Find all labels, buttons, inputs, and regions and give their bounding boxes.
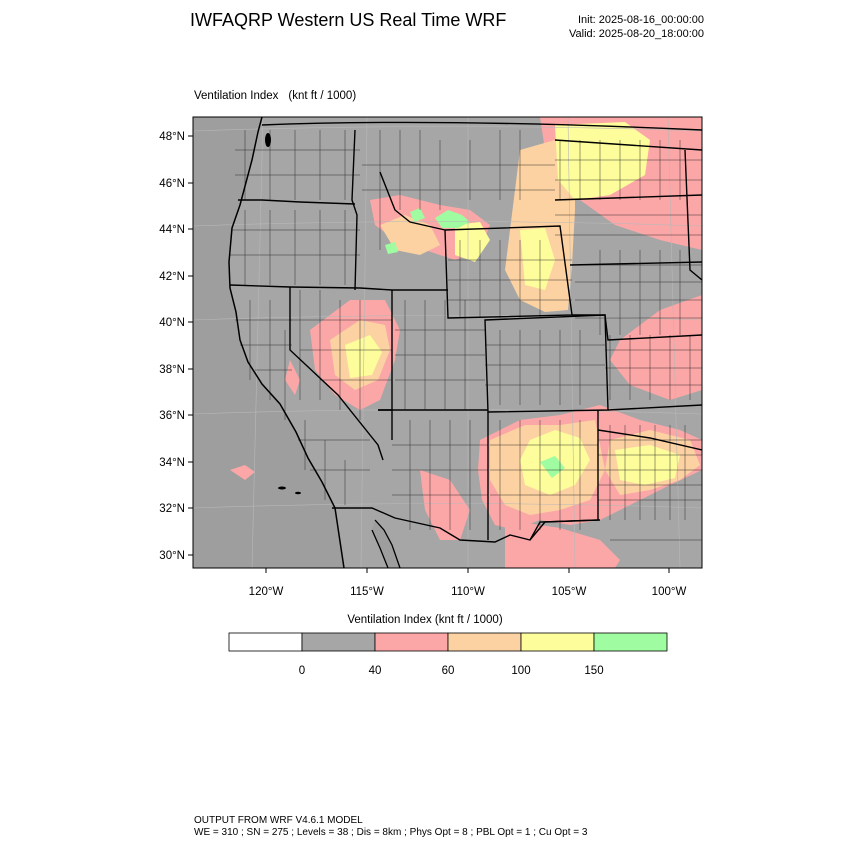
colorbar-tick-40: 40	[369, 665, 382, 677]
nevada-california	[289, 287, 384, 461]
colorbar-tick-0: 0	[299, 665, 305, 677]
lat-label-34: 34°N	[159, 457, 185, 469]
colorbar-swatch	[447, 632, 522, 652]
mexico-border	[332, 507, 601, 543]
nebraska-kansas	[572, 314, 702, 341]
lon-ticks	[265, 568, 670, 573]
lat-label-38: 38°N	[159, 364, 185, 376]
gulf-coast	[371, 519, 401, 568]
newmexico-texas	[529, 410, 599, 541]
gulf-of-california	[372, 520, 400, 568]
map-frame	[192, 116, 703, 569]
lon-label-105: 105°W	[552, 586, 587, 598]
colorbar-tick-150: 150	[584, 665, 603, 677]
oregon-south	[229, 284, 393, 291]
lon-label-110: 110°W	[451, 586, 485, 598]
footer-model-line: OUTPUT FROM WRF V4.6.1 MODEL	[194, 815, 363, 826]
colorbar: 0 40 60 100 150	[228, 632, 668, 677]
colorbar-swatch	[374, 632, 449, 652]
footer-config-line: WE = 310 ; SN = 275 ; Levels = 38 ; Dis …	[194, 827, 588, 838]
lat-label-36: 36°N	[159, 410, 185, 422]
lat-label-30: 30°N	[159, 550, 185, 562]
coastline	[228, 117, 345, 568]
lat-label-44: 44°N	[159, 224, 185, 236]
lat-label-40: 40°N	[159, 317, 185, 329]
state-borders	[229, 121, 702, 543]
valid-time: Valid: 2025-08-20_18:00:00	[569, 28, 704, 40]
dakotas	[554, 139, 702, 266]
kansas-oklahoma	[607, 404, 702, 411]
colorbar-tick-60: 60	[442, 665, 455, 677]
lon-label-120: 120°W	[249, 586, 284, 598]
washington-oregon	[238, 199, 356, 205]
lon-label-115: 115°W	[350, 586, 384, 598]
colorbar-swatch	[301, 632, 376, 652]
islands	[265, 133, 301, 495]
vent-over-150-regions	[385, 208, 565, 478]
lat-labels: 48°N 46°N 44°N 42°N 40°N 38°N 36°N 34°N …	[159, 131, 185, 562]
main-title: IWFAQRP Western US Real Time WRF	[190, 10, 507, 30]
run-info: Init: 2025-08-16_00:00:00 Valid: 2025-08…	[569, 13, 704, 41]
field-name: Ventilation Index	[194, 90, 279, 102]
model-footer: OUTPUT FROM WRF V4.6.1 MODEL WE = 310 ; …	[194, 815, 587, 839]
colorbar-swatch	[520, 632, 595, 652]
lat-ticks	[188, 135, 193, 556]
field-units: (knt ft / 1000)	[288, 90, 357, 102]
canada-border	[261, 121, 702, 131]
map-plot-area	[193, 117, 702, 568]
init-time: Init: 2025-08-16_00:00:00	[578, 14, 704, 26]
oklahoma-texas	[597, 429, 702, 451]
minnesota-iowa	[684, 149, 702, 281]
idaho-west	[351, 129, 358, 291]
lat-label-46: 46°N	[159, 178, 185, 190]
lat-label-48: 48°N	[159, 131, 185, 143]
colorbar-swatches	[228, 632, 668, 652]
county-lines	[230, 130, 702, 541]
colorbar-swatch	[593, 632, 668, 652]
colorbar-tick-100: 100	[511, 665, 530, 677]
colorbar-swatch	[228, 632, 303, 652]
field-label: Ventilation Index (knt ft / 1000)	[194, 90, 356, 102]
colorbar-title: Ventilation Index (knt ft / 1000)	[347, 614, 503, 626]
lon-labels: 120°W 115°W 110°W 105°W 100°W	[249, 586, 687, 598]
colorbar-ticks: 0 40 60 100 150	[299, 665, 604, 677]
lon-label-100: 100°W	[652, 586, 687, 598]
montana-wyoming	[379, 171, 446, 231]
lat-label-42: 42°N	[159, 271, 185, 283]
lat-label-32: 32°N	[159, 503, 185, 515]
